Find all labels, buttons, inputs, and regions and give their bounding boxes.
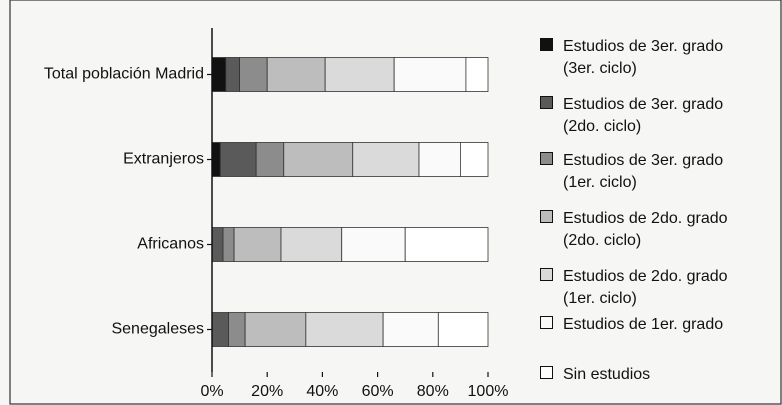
legend-label: Estudios de 1er. grado bbox=[563, 316, 724, 333]
x-tick-label: 80% bbox=[417, 383, 449, 400]
legend-swatch bbox=[540, 210, 553, 223]
bar-segment bbox=[352, 142, 420, 177]
x-tick-label: 100% bbox=[468, 383, 509, 400]
legend-label: Estudios de 3er. grado (2do. ciclo) bbox=[563, 96, 724, 135]
legend-swatch bbox=[540, 316, 553, 329]
y-tick-label: Total población Madrid bbox=[44, 66, 204, 83]
frame bbox=[9, 0, 782, 405]
y-tick-label: Senegaleses bbox=[111, 321, 204, 338]
bar-segment bbox=[341, 227, 406, 262]
bar-segment bbox=[239, 57, 268, 92]
bar-segment bbox=[465, 57, 489, 92]
bar-segment bbox=[219, 142, 257, 177]
bar-segment bbox=[233, 227, 282, 262]
bar-segment bbox=[324, 57, 395, 92]
x-tick-label: 0% bbox=[200, 383, 223, 400]
bar-segment bbox=[225, 57, 241, 92]
legend-label: Estudios de 3er. grado (3er. ciclo) bbox=[563, 38, 724, 77]
legend-entry: Estudios de 1er. grado bbox=[540, 314, 755, 336]
legend-swatch bbox=[540, 366, 553, 379]
x-tick-label: 20% bbox=[251, 383, 283, 400]
legend-entry: Estudios de 2do. grado (2do. ciclo) bbox=[540, 208, 755, 252]
bar-segment bbox=[404, 227, 489, 262]
bar-segment bbox=[255, 142, 285, 177]
legend-swatch bbox=[540, 268, 553, 281]
bar-segment bbox=[211, 227, 224, 262]
bar-segment bbox=[244, 312, 307, 347]
legend-label: Sin estudios bbox=[563, 366, 651, 383]
legend-entry: Sin estudios bbox=[540, 364, 755, 386]
legend-label: Estudios de 2do. grado (1er. ciclo) bbox=[563, 268, 728, 307]
legend-entry: Estudios de 3er. grado (3er. ciclo) bbox=[540, 36, 755, 80]
legend-swatch bbox=[540, 96, 553, 109]
x-tick-label: 60% bbox=[362, 383, 394, 400]
legend-label: Estudios de 2do. grado (2do. ciclo) bbox=[563, 210, 728, 249]
legend-label: Estudios de 3er. grado (1er. ciclo) bbox=[563, 152, 724, 191]
y-tick-label: Africanos bbox=[137, 236, 204, 253]
legend-swatch bbox=[540, 152, 553, 165]
bar-segment bbox=[459, 142, 489, 177]
bar-segment bbox=[382, 312, 439, 347]
y-tick-label: Extranjeros bbox=[123, 151, 204, 168]
x-tick-label: 40% bbox=[306, 383, 338, 400]
legend-swatch bbox=[540, 38, 553, 51]
bar-segment bbox=[283, 142, 354, 177]
legend-entry: Estudios de 3er. grado (2do. ciclo) bbox=[540, 94, 755, 138]
bar-segment bbox=[418, 142, 461, 177]
bar-segment bbox=[437, 312, 489, 347]
bar-segment bbox=[211, 312, 229, 347]
bar-segment bbox=[211, 57, 227, 92]
legend-entry: Estudios de 2do. grado (1er. ciclo) bbox=[540, 266, 755, 310]
bar-segment bbox=[280, 227, 343, 262]
legend-entry: Estudios de 3er. grado (1er. ciclo) bbox=[540, 150, 755, 194]
bar-segment bbox=[228, 312, 246, 347]
bar-segment bbox=[266, 57, 326, 92]
bar-segment bbox=[305, 312, 384, 347]
bar-segment bbox=[222, 227, 235, 262]
bar-segment bbox=[393, 57, 467, 92]
bar-segment bbox=[211, 142, 221, 177]
